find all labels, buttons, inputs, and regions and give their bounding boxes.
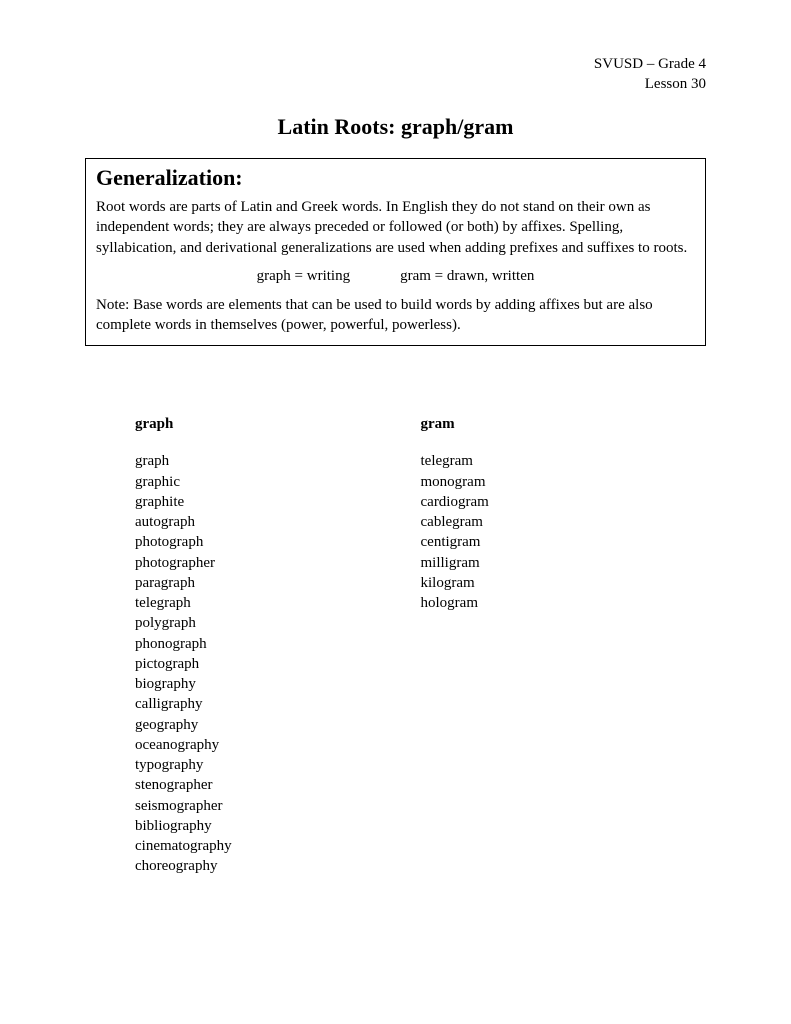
page-header: SVUSD – Grade 4 Lesson 30 [85,55,706,94]
generalization-box: Generalization: Root words are parts of … [85,158,706,346]
graph-word: photograph [135,532,421,552]
graph-word: graphite [135,492,421,512]
graph-word: stenographer [135,775,421,795]
gram-word: centigram [421,532,707,552]
generalization-paragraph: Root words are parts of Latin and Greek … [96,197,695,258]
graph-word: photographer [135,553,421,573]
gram-word-list: telegrammonogramcardiogramcablegramcenti… [421,451,707,613]
graph-word: polygraph [135,613,421,633]
graph-word: telegraph [135,593,421,613]
gram-word: cablegram [421,512,707,532]
graph-word: seismographer [135,796,421,816]
graph-word: graph [135,451,421,471]
gram-word: cardiogram [421,492,707,512]
graph-word: autograph [135,512,421,532]
graph-word: cinematography [135,836,421,856]
graph-word: phonograph [135,634,421,654]
column-graph: graph graphgraphicgraphiteautographphoto… [135,416,421,876]
graph-word: oceanography [135,735,421,755]
generalization-heading: Generalization: [96,165,695,191]
graph-word: geography [135,715,421,735]
word-columns: graph graphgraphicgraphiteautographphoto… [85,416,706,876]
gram-word: milligram [421,553,707,573]
graph-word: biography [135,674,421,694]
root-graph-def: graph = writing [257,268,350,284]
graph-word: paragraph [135,573,421,593]
graph-word: pictograph [135,654,421,674]
roots-definitions: graph = writing gram = drawn, written [96,268,695,285]
graph-word: graphic [135,472,421,492]
graph-word: choreography [135,856,421,876]
column-gram-heading: gram [421,416,707,433]
graph-word: calligraphy [135,694,421,714]
graph-word-list: graphgraphicgraphiteautographphotographp… [135,451,421,876]
gram-word: monogram [421,472,707,492]
graph-word: bibliography [135,816,421,836]
generalization-note: Note: Base words are elements that can b… [96,295,695,336]
column-gram: gram telegrammonogramcardiogramcablegram… [421,416,707,876]
gram-word: hologram [421,593,707,613]
graph-word: typography [135,755,421,775]
gram-word: kilogram [421,573,707,593]
column-graph-heading: graph [135,416,421,433]
page-title: Latin Roots: graph/gram [85,114,706,140]
gram-word: telegram [421,451,707,471]
root-gram-def: gram = drawn, written [400,268,534,284]
header-line-1: SVUSD – Grade 4 [85,55,706,75]
header-line-2: Lesson 30 [85,75,706,95]
